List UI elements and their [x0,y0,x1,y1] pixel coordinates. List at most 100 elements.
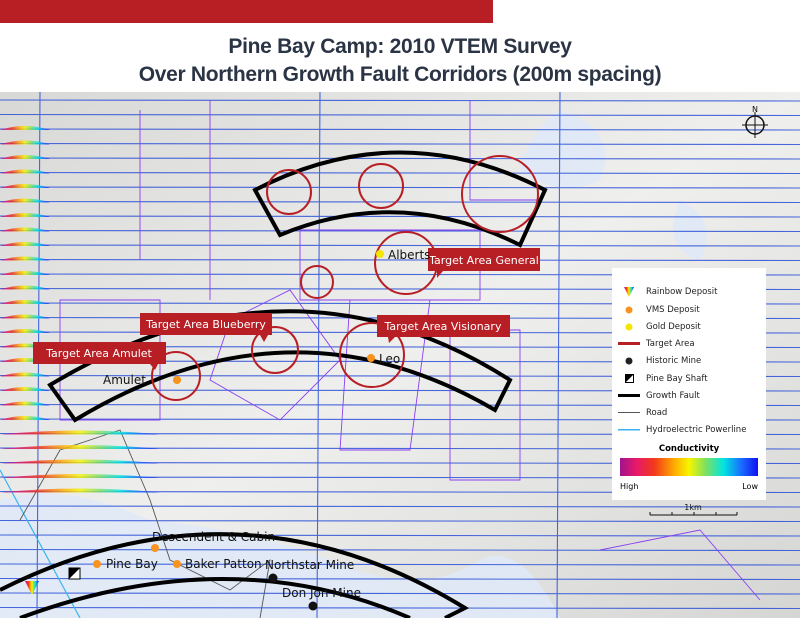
anomaly-profile [0,242,50,246]
anomaly-profile [0,271,50,275]
legend-label: Target Area [646,338,695,349]
gold-deposit-icon [612,323,646,331]
pine-bay-shaft-icon[interactable] [68,567,81,580]
legend-label: Pine Bay Shaft [646,373,708,384]
flight-line [0,215,800,218]
gold-deposit-marker[interactable] [376,250,384,258]
anomaly-profile [0,169,50,174]
flight-line [0,142,800,146]
conductivity-low-label: Low [742,482,758,491]
target-label-amulet[interactable]: Target Area Amulet [33,342,166,370]
deposit-label-amulet: Amulet [103,373,146,387]
historic-mine-icon [612,357,646,365]
anomaly-profile [0,314,50,319]
pine-bay-shaft-icon [612,374,646,383]
mine-label-northstar: Northstar Mine [265,558,354,572]
anomaly-profile [0,372,50,377]
legend-label: Road [646,407,668,418]
anomaly-profile [0,474,160,478]
growth-fault-icon [612,393,646,398]
target-circle[interactable] [151,351,201,401]
vms-deposit-marker[interactable] [173,376,181,384]
title-line-1: Pine Bay Camp: 2010 VTEM Survey [228,35,572,58]
target-area-icon [612,341,646,346]
deposit-label-alberts: Alberts [388,248,430,262]
vms-deposit-icon [612,306,646,314]
anomaly-profile [0,445,160,449]
flight-line [0,244,800,247]
svg-text:Target Area Amulet: Target Area Amulet [45,347,152,360]
target-circle[interactable] [461,155,539,233]
flight-line [0,157,800,160]
anomaly-profile [0,227,50,232]
legend-label: VMS Deposit [646,304,700,315]
tie-line [556,92,561,618]
rainbow-deposit-icon[interactable] [25,581,39,595]
target-circle[interactable] [266,169,312,215]
title-line-2: Over Northern Growth Fault Corridors (20… [138,63,662,86]
target-label-visionary[interactable]: Target Area Visionary [377,315,510,343]
flight-line [0,519,800,523]
powerline-icon [612,428,646,431]
vms-deposit-marker[interactable] [151,544,159,552]
target-circle[interactable] [358,163,404,209]
deposit-label-leo: Leo [379,352,400,366]
svg-text:Target Area General: Target Area General [428,254,539,267]
conductivity-scale [620,458,758,476]
mine-label-don-jon: Don Jon Mine [282,586,361,600]
target-label-blueberry[interactable]: Target Area Blueberry [140,313,272,342]
historic-mine-marker[interactable] [268,573,278,583]
target-circle[interactable] [339,322,405,388]
legend-label: Hydroelectric Powerline [646,424,747,435]
powerline [0,469,81,618]
legend-label: Gold Deposit [646,321,701,332]
flight-line [0,99,800,102]
svg-text:Target Area Visionary: Target Area Visionary [384,320,502,333]
road-icon [612,411,646,414]
target-label-general[interactable]: Target Area General [428,248,540,278]
vms-deposit-marker[interactable] [367,354,375,362]
deposit-label-pine-bay: Pine Bay [106,557,158,571]
legend-label: Rainbow Deposit [646,286,718,297]
north-arrow-icon: N [742,105,768,138]
flight-line [0,229,800,233]
legend: Rainbow Deposit VMS Deposit Gold Deposit… [612,268,766,500]
anomaly-profile [0,285,50,290]
anomaly-profile [0,300,50,304]
vms-deposit-marker[interactable] [93,560,101,568]
deposits: Alberts Leo Amulet Descendent & Cabin Pi… [25,248,430,611]
flight-line [0,606,800,610]
flight-line [0,563,800,566]
rainbow-deposit-icon [612,286,646,297]
scale-bar: 1km [649,503,738,516]
svg-text:Target Area Blueberry: Target Area Blueberry [145,318,266,331]
vms-deposit-marker[interactable] [173,560,181,568]
deposit-label-baker-patton: Baker Patton [185,557,262,571]
anomaly-profile [0,256,50,261]
conductivity-anomalies [0,126,160,493]
anomaly-profile [0,198,50,203]
anomaly-profile [0,213,50,217]
anomaly-profile [0,155,50,159]
historic-mine-marker[interactable] [308,601,318,611]
anomaly-profile [0,459,160,464]
anomaly-profile [0,329,50,333]
flight-line [0,548,800,552]
legend-label: Growth Fault [646,390,700,401]
flight-line [0,113,800,117]
conductivity-high-label: High [620,482,639,491]
flight-line [0,186,800,189]
brand-bar [0,0,493,23]
flight-line [0,258,800,262]
anomaly-profile [0,416,50,420]
anomaly-profile [0,184,50,188]
anomaly-profile [0,387,50,391]
deposit-label-descendent: Descendent & Cabin [152,530,275,544]
anomaly-profile [0,430,160,435]
legend-label: Historic Mine [646,355,702,366]
target-circle[interactable] [251,326,299,374]
svg-text:1km: 1km [684,503,702,512]
anomaly-profile [0,126,50,130]
target-circle[interactable] [300,265,334,299]
flight-line [0,128,800,131]
